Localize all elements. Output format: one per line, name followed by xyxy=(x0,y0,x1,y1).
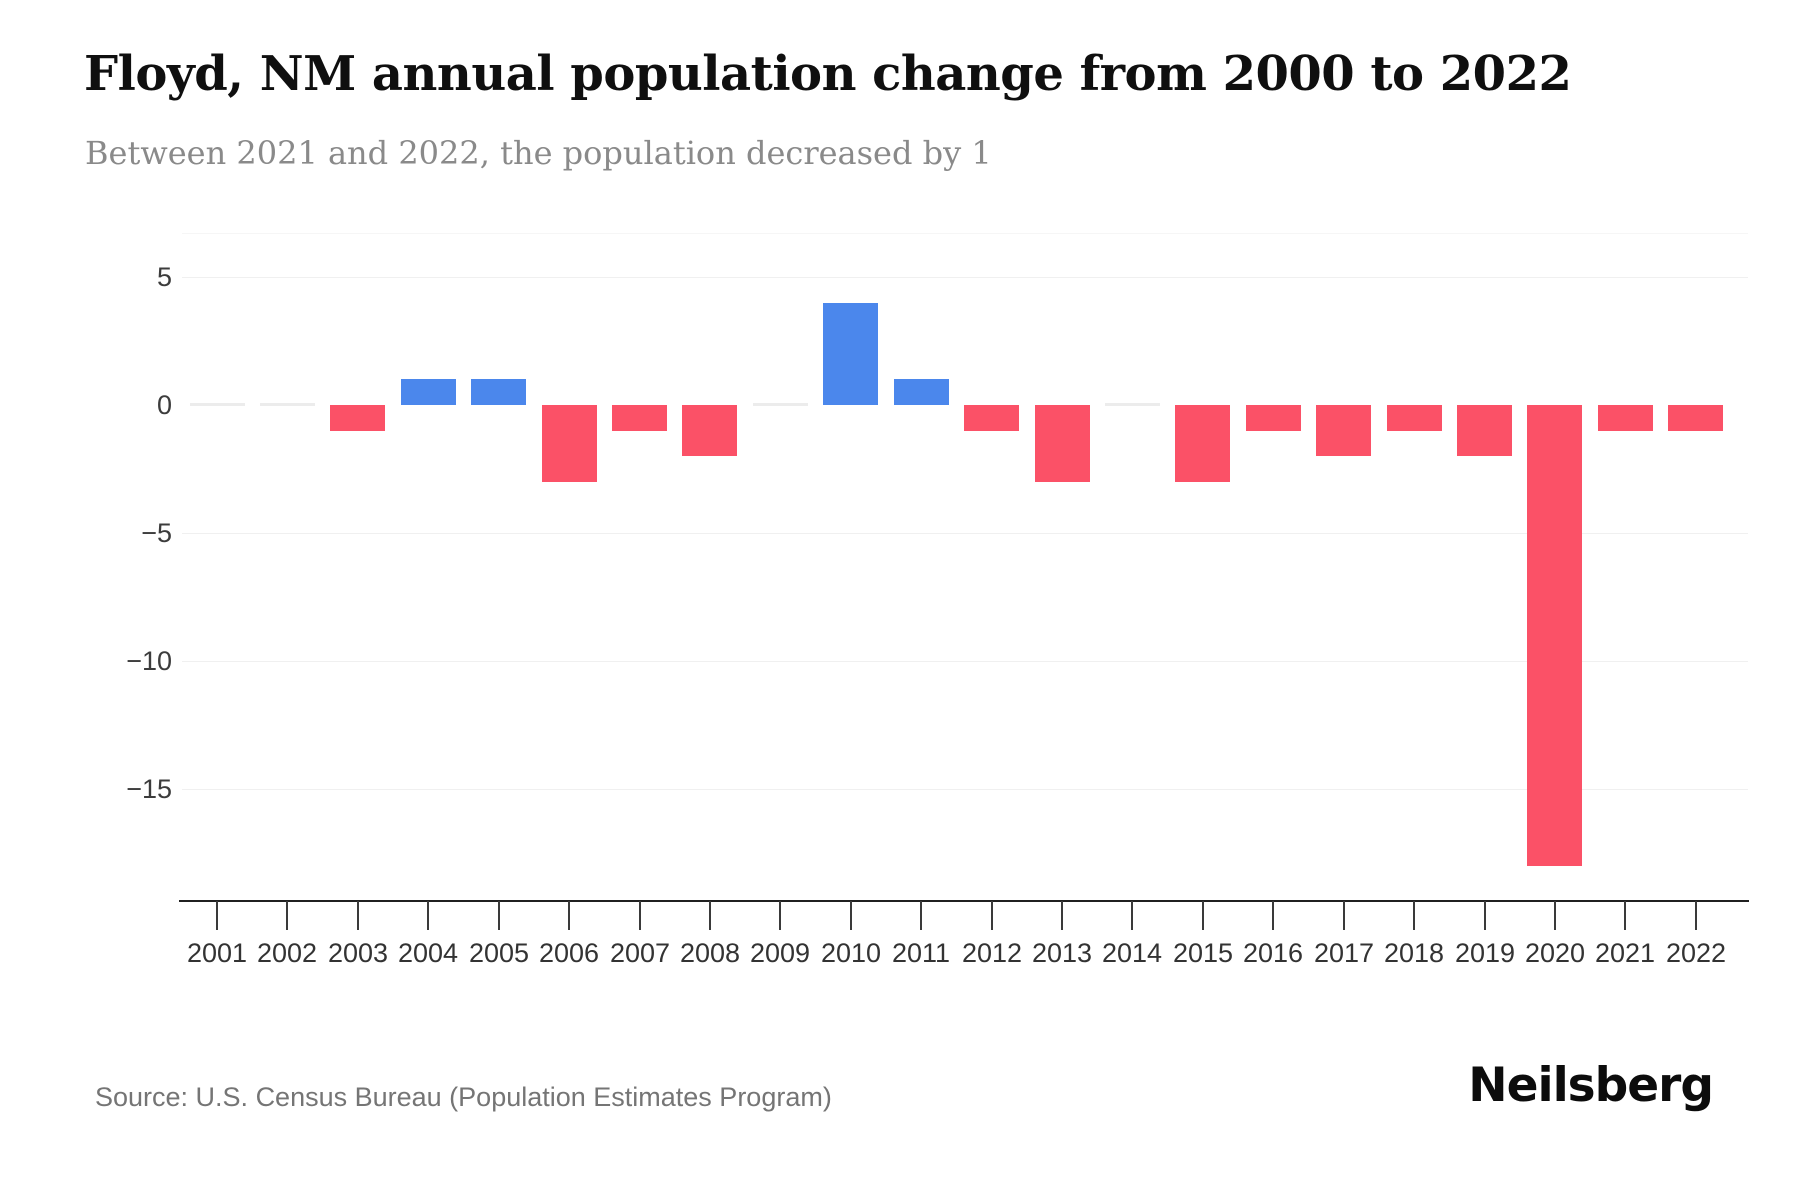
x-axis-label: 2011 xyxy=(891,938,951,968)
neilsberg-logo: Neilsberg xyxy=(1468,1058,1714,1113)
axis-tick xyxy=(850,901,852,930)
x-axis-label: 2022 xyxy=(1665,938,1727,968)
bar-2003[interactable] xyxy=(330,405,385,431)
x-axis-label: 2002 xyxy=(256,938,318,968)
axis-tick xyxy=(1131,901,1133,930)
bar-2013[interactable] xyxy=(1035,405,1090,482)
x-axis-label: 2005 xyxy=(468,938,530,968)
bar-2021[interactable] xyxy=(1598,405,1653,431)
axis-tick xyxy=(1202,901,1204,930)
y-axis-label: 5 xyxy=(156,262,172,292)
x-axis-label: 2001 xyxy=(186,938,248,968)
x-axis-label: 2006 xyxy=(538,938,600,968)
gridline xyxy=(182,277,1748,278)
x-axis-label: 2009 xyxy=(749,938,811,968)
x-axis-line xyxy=(179,900,1749,902)
y-axis-label: 0 xyxy=(156,390,172,420)
axis-tick xyxy=(1554,901,1556,930)
axis-tick xyxy=(1484,901,1486,930)
axis-tick xyxy=(357,901,359,930)
axis-tick xyxy=(1272,901,1274,930)
x-axis-label: 2016 xyxy=(1242,938,1304,968)
bar-2012[interactable] xyxy=(964,405,1019,431)
bar-2015[interactable] xyxy=(1175,405,1230,482)
axis-tick xyxy=(427,901,429,930)
y-axis-label: −15 xyxy=(126,774,172,804)
bar-2018[interactable] xyxy=(1387,405,1442,431)
axis-tick xyxy=(639,901,641,930)
x-axis-label: 2007 xyxy=(609,938,671,968)
axis-tick xyxy=(709,901,711,930)
bar-2004[interactable] xyxy=(401,379,456,405)
x-axis-label: 2020 xyxy=(1524,938,1586,968)
gridline xyxy=(182,789,1748,790)
axis-tick xyxy=(1695,901,1697,930)
x-axis-label: 2012 xyxy=(961,938,1023,968)
axis-tick xyxy=(498,901,500,930)
axis-tick xyxy=(991,901,993,930)
x-axis-label: 2014 xyxy=(1101,938,1163,968)
axis-tick xyxy=(1624,901,1626,930)
bar-2008[interactable] xyxy=(682,405,737,456)
x-axis-label: 2010 xyxy=(820,938,882,968)
bar-2016[interactable] xyxy=(1246,405,1301,431)
bar-2010[interactable] xyxy=(823,303,878,405)
axis-tick xyxy=(1061,901,1063,930)
x-axis-label: 2021 xyxy=(1594,938,1656,968)
bar-2005[interactable] xyxy=(471,379,526,405)
axis-tick xyxy=(216,901,218,930)
axis-tick xyxy=(1413,901,1415,930)
x-axis-label: 2008 xyxy=(679,938,741,968)
y-axis-label: −5 xyxy=(141,518,172,548)
gridline xyxy=(182,661,1748,662)
x-axis-label: 2013 xyxy=(1031,938,1093,968)
chart-subtitle: Between 2021 and 2022, the population de… xyxy=(85,134,992,172)
axis-tick xyxy=(920,901,922,930)
chart-title: Floyd, NM annual population change from … xyxy=(84,46,1572,102)
gridline xyxy=(182,533,1748,534)
bar-2022[interactable] xyxy=(1668,405,1723,431)
bar-2019[interactable] xyxy=(1457,405,1512,456)
source-note: Source: U.S. Census Bureau (Population E… xyxy=(95,1082,832,1112)
bar-2014[interactable] xyxy=(1105,403,1160,406)
axis-tick xyxy=(568,901,570,930)
x-axis-label: 2015 xyxy=(1172,938,1234,968)
axis-tick xyxy=(1343,901,1345,930)
axis-tick xyxy=(286,901,288,930)
axis-tick xyxy=(779,901,781,930)
bar-2006[interactable] xyxy=(542,405,597,482)
bar-2020[interactable] xyxy=(1527,405,1582,866)
plot-top-border xyxy=(182,233,1748,234)
x-axis-label: 2017 xyxy=(1313,938,1375,968)
bar-2017[interactable] xyxy=(1316,405,1371,456)
x-axis-label: 2004 xyxy=(397,938,459,968)
bar-2007[interactable] xyxy=(612,405,667,431)
bar-2002[interactable] xyxy=(260,403,315,406)
y-axis-label: −10 xyxy=(126,646,172,676)
x-axis-label: 2003 xyxy=(327,938,389,968)
bar-2009[interactable] xyxy=(753,403,808,406)
x-axis-label: 2019 xyxy=(1454,938,1516,968)
bar-2011[interactable] xyxy=(894,379,949,405)
bar-2001[interactable] xyxy=(190,403,245,406)
x-axis-label: 2018 xyxy=(1383,938,1445,968)
